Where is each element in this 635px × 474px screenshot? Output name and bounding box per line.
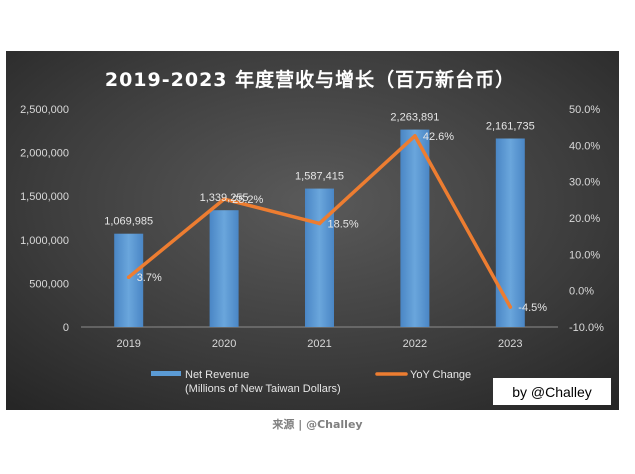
x-tick-label: 2020 xyxy=(212,338,236,350)
legend-revenue-label: Net Revenue (Millions of New Taiwan Dolla… xyxy=(185,369,341,395)
legend-revenue-label-line: Net Revenue xyxy=(185,369,249,381)
yoy-data-label: 3.7% xyxy=(137,272,162,284)
yoy-data-label: 42.6% xyxy=(423,131,454,143)
legend-yoy-label: YoY Change xyxy=(410,369,471,381)
yoy-point xyxy=(508,305,513,309)
right-tick-label: 40.0% xyxy=(569,140,600,152)
right-tick-label: 10.0% xyxy=(569,249,600,261)
right-tick-label: 50.0% xyxy=(569,104,600,116)
yoy-point xyxy=(126,275,131,280)
left-tick-label: 1,500,000 xyxy=(20,191,69,203)
yoy-data-label: -4.5% xyxy=(518,302,547,314)
legend-revenue-label-line: (Millions of New Taiwan Dollars) xyxy=(185,383,341,395)
watermark-background xyxy=(493,378,611,405)
right-tick-label: 0.0% xyxy=(569,286,594,298)
bar-series xyxy=(114,129,525,327)
revenue-data-label: 1,339,255 xyxy=(200,192,249,204)
yoy-point xyxy=(413,134,417,138)
revenue-bar xyxy=(209,210,239,327)
left-tick-label: 2,000,000 xyxy=(20,148,69,160)
right-tick-label: 30.0% xyxy=(569,177,600,189)
x-tick-label: 2021 xyxy=(307,338,331,350)
left-tick-label: 0 xyxy=(63,322,69,334)
x-axis: 2019 2020 2021 2022 2023 xyxy=(81,326,558,350)
left-tick-label: 2,500,000 xyxy=(20,104,69,116)
yoy-point xyxy=(317,221,322,226)
legend: Net Revenue (Millions of New Taiwan Dolla… xyxy=(151,369,471,395)
left-axis: 0 500,000 1,000,000 1,500,000 2,000,000 2,500… xyxy=(20,104,69,334)
right-axis: -10.0% 0.0% 10.0% 20.0% 30.0% 40.0% 50.0% xyxy=(569,104,604,334)
right-tick-label: -10.0% xyxy=(569,322,604,334)
revenue-data-label: 2,161,735 xyxy=(486,120,535,132)
revenue-data-label: 2,263,891 xyxy=(390,112,439,124)
x-tick-label: 2022 xyxy=(403,338,427,350)
revenue-bar xyxy=(305,188,334,327)
watermark-text: by @Challey xyxy=(512,384,592,400)
data-labels: 1,069,985 1,339,255 1,587,415 2,263,891 2,16… xyxy=(104,112,547,314)
revenue-bar xyxy=(114,233,144,327)
revenue-data-label: 1,069,985 xyxy=(104,216,153,228)
revenue-bar xyxy=(400,129,430,327)
revenue-data-label: 1,587,415 xyxy=(295,171,344,183)
source-caption: 来源 | @Challey xyxy=(272,418,363,431)
yoy-data-label: 25.2% xyxy=(232,194,263,206)
revenue-bar xyxy=(495,138,525,327)
left-tick-label: 500,000 xyxy=(29,278,69,290)
chart-title: 2019-2023 年度营收与增长（百万新台币） xyxy=(105,68,515,91)
x-tick-label: 2023 xyxy=(498,338,522,350)
line-series xyxy=(126,134,513,309)
left-tick-label: 1,000,000 xyxy=(20,235,69,247)
yoy-point xyxy=(222,197,226,201)
legend-revenue-swatch xyxy=(151,371,181,376)
revenue-growth-chart: 2019-2023 年度营收与增长（百万新台币） 0 500,000 1,000,0… xyxy=(6,51,619,410)
right-tick-label: 20.0% xyxy=(569,213,600,225)
x-tick-label: 2019 xyxy=(116,338,140,350)
yoy-data-label: 18.5% xyxy=(328,218,359,230)
watermark-box: by @Challey xyxy=(493,378,611,405)
chart-panel: 2019-2023 年度营收与增长（百万新台币） 0 500,000 1,000,0… xyxy=(6,51,619,410)
